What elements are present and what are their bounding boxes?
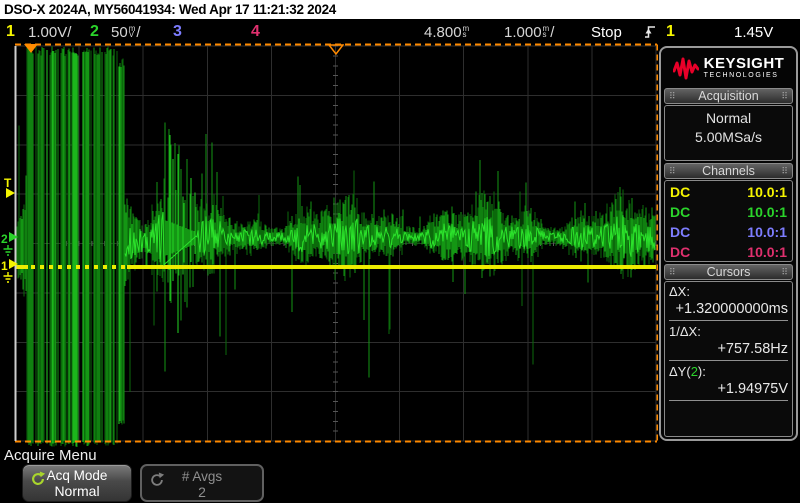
ch2-ground-icon xyxy=(3,245,13,256)
sample-rate-value: 5.00MSa/s xyxy=(695,129,762,145)
trigger-source: 1 xyxy=(666,23,675,40)
acq-mode-value: Normal xyxy=(705,110,752,126)
softkey-acq-mode[interactable]: Acq Mode Normal xyxy=(22,464,132,502)
delay-readout: 4.800 m s xyxy=(424,23,470,41)
keysight-spark-icon xyxy=(672,57,699,80)
trigger-level-marker[interactable] xyxy=(6,188,15,198)
run-state: Stop xyxy=(591,23,622,41)
ch1-ground-marker[interactable] xyxy=(9,259,18,269)
grip-dots-icon: ⠿ xyxy=(781,92,788,102)
waveform-display: T 2 1 xyxy=(0,43,660,455)
grip-dots-icon: ⠿ xyxy=(781,268,788,278)
timebase-readout: 1.000 m s / xyxy=(504,23,555,41)
divider xyxy=(669,320,788,321)
softkey-menu: Acquire Menu Acq Mode Normal # Avgs 2 xyxy=(0,445,800,503)
softkey-label: Acq Mode xyxy=(46,468,108,483)
ch2-scale-readout: 50 m V / xyxy=(111,23,141,41)
time-reference-marker xyxy=(328,44,344,55)
softkey-value: Normal xyxy=(54,483,100,499)
acquisition-panel-header[interactable]: ⠿ Acquisition ⠿ xyxy=(664,88,793,104)
divider xyxy=(669,400,788,401)
cursor-inv-dx-value: +757.58Hz xyxy=(717,341,788,357)
sidebar: KEYSIGHT TECHNOLOGIES ⠿ Acquisition ⠿ No… xyxy=(659,46,798,441)
title-bar: DSO-X 2024A, MY56041934: Wed Apr 17 11:2… xyxy=(0,0,800,19)
ch1-ground-label: 1 xyxy=(1,259,8,273)
cursor-dx-label: ΔX: xyxy=(669,284,690,299)
ch2-ground-marker[interactable] xyxy=(9,232,18,242)
softkey-num-avgs: # Avgs 2 xyxy=(140,464,264,502)
ch3-number: 3 xyxy=(173,23,182,40)
ch1-number: 1 xyxy=(6,23,15,40)
cursors-panel-header[interactable]: ⠿ Cursors ⠿ xyxy=(664,264,793,280)
ch2-number: 2 xyxy=(90,23,99,40)
cursor-dx-value: +1.320000000ms xyxy=(675,301,788,317)
grip-dots-icon: ⠿ xyxy=(781,167,788,177)
cursors-panel: ΔX: +1.320000000ms 1/ΔX: +757.58Hz ΔY(2)… xyxy=(664,281,793,437)
channel-row-4: DC 10.0:1 xyxy=(670,244,787,260)
ch2-ground-label: 2 xyxy=(1,232,8,246)
ch4-number: 4 xyxy=(251,23,260,40)
grip-dots-icon: ⠿ xyxy=(669,268,676,278)
channel-row-2: DC 10.0:1 xyxy=(670,204,787,220)
status-bar: 1 1.00V/ 2 50 m V/ 3 4 4.800 m s 1.000 m s / St… xyxy=(0,19,800,45)
divider xyxy=(669,360,788,361)
keysight-logo: KEYSIGHT TECHNOLOGIES xyxy=(663,50,794,86)
softkey-value: 2 xyxy=(198,484,206,500)
device-id-text: DSO-X 2024A, MY56041934: Wed Apr 17 11:2… xyxy=(4,2,336,17)
trigger-position-marker[interactable] xyxy=(24,44,38,53)
graticule-and-traces xyxy=(14,43,658,447)
logo-sub-text: TECHNOLOGIES xyxy=(703,72,779,79)
trigger-level-readout: 1.45V xyxy=(734,23,774,41)
menu-title: Acquire Menu xyxy=(4,447,97,464)
ch1-scale-readout: 1.00V / xyxy=(28,23,72,41)
acquisition-panel: Normal 5.00MSa/s xyxy=(664,105,793,161)
grip-dots-icon: ⠿ xyxy=(669,92,676,102)
cursor-dy-value: +1.94975V xyxy=(717,381,788,397)
channel-row-3: DC 10.0:1 xyxy=(670,224,787,240)
knob-rotate-icon xyxy=(151,472,165,486)
trigger-edge-icon xyxy=(644,19,656,45)
channel-row-1: DC 10.0:1 xyxy=(670,184,787,200)
grip-dots-icon: ⠿ xyxy=(669,167,676,177)
cursor-inv-dx-label: 1/ΔX: xyxy=(669,324,701,339)
trigger-level-label: T xyxy=(4,176,12,190)
channels-panel: DC 10.0:1 DC 10.0:1 DC 10.0:1 DC 10.0:1 xyxy=(664,180,793,262)
softkey-label: # Avgs xyxy=(181,469,223,484)
ch1-ground-icon xyxy=(3,272,13,283)
cursor-dy-label: ΔY(2): xyxy=(669,364,706,379)
logo-brand-text: KEYSIGHT xyxy=(703,55,785,72)
channels-panel-header[interactable]: ⠿ Channels ⠿ xyxy=(664,163,793,179)
knob-rotate-icon xyxy=(32,471,46,485)
